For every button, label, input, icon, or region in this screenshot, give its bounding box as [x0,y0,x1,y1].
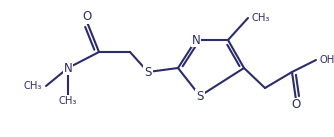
Text: N: N [192,34,200,46]
Text: S: S [144,65,152,79]
Text: CH₃: CH₃ [24,81,42,91]
Text: N: N [63,62,72,75]
Text: OH: OH [320,55,334,65]
Text: O: O [82,11,92,24]
Text: CH₃: CH₃ [59,96,77,106]
Text: CH₃: CH₃ [252,13,271,23]
Text: S: S [196,89,204,102]
Text: O: O [291,99,301,112]
